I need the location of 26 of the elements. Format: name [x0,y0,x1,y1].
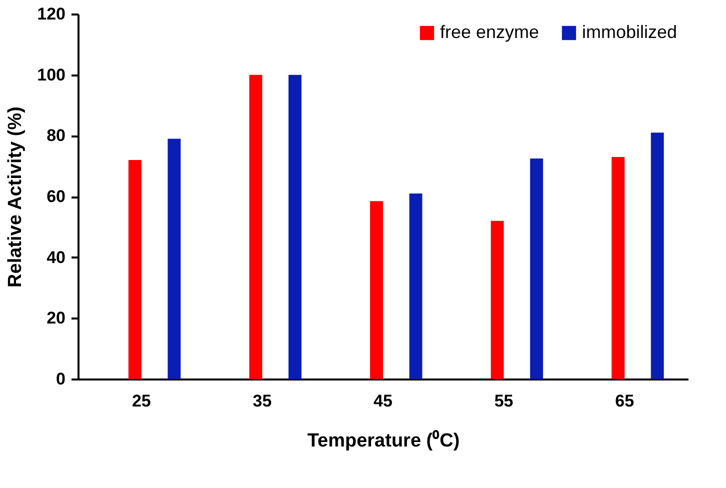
legend-label: free enzyme [440,22,540,42]
x-tick-label: 25 [132,392,151,410]
bar [249,74,262,379]
y-tick-label: 100 [37,65,66,84]
y-tick-label: 0 [56,370,66,388]
y-tick-label: 60 [46,187,66,206]
y-tick-label: 20 [46,308,66,328]
bar [370,201,383,379]
y-tick-label: 40 [46,248,66,267]
legend-label: immobilized [582,22,678,42]
y-axis-title: Relative Activity (%) [5,106,26,288]
bar [490,220,504,379]
bar [409,193,422,379]
x-tick-label: 35 [252,392,272,410]
y-tick-label: 120 [37,4,66,24]
bar [530,158,544,379]
x-axis-title: Temperature (⁰C) [307,430,460,452]
x-tick-label: 45 [374,392,392,410]
x-tick-label: 55 [494,392,514,410]
y-tick-label: 80 [46,126,66,146]
bar [650,132,664,379]
x-tick-label: 65 [615,392,634,410]
bar [168,138,181,379]
bar [288,74,302,379]
bar [612,156,625,379]
bar [128,160,142,379]
